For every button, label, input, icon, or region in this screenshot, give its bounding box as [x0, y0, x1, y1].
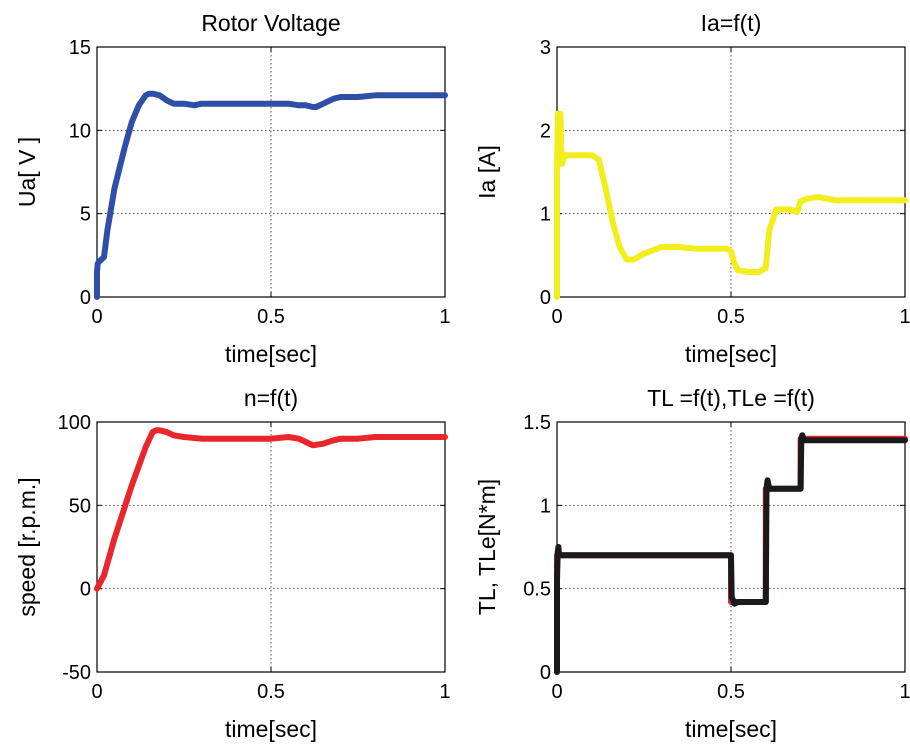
x-axis-label: time[sec] — [685, 341, 777, 367]
subplot-armature-current: 0 0.5 1 0 1 2 3 Ia=f(t) time[sec] Ia [A] — [474, 10, 910, 367]
x-tick-label: 0.5 — [257, 306, 285, 328]
y-tick-label: 2 — [540, 120, 551, 142]
chart-title: Ia=f(t) — [701, 10, 762, 36]
x-axis-label: time[sec] — [225, 716, 317, 742]
x-tick-label: 0 — [551, 306, 562, 328]
y-tick-label: 1 — [540, 204, 551, 226]
y-tick-label: 0 — [80, 287, 91, 309]
y-tick-label: 5 — [80, 204, 91, 226]
y-tick-label: 0.5 — [523, 579, 551, 601]
y-tick-label: 10 — [69, 120, 91, 142]
chart-title: Rotor Voltage — [201, 10, 340, 36]
y-axis-label: TL, TLe[N*m] — [474, 479, 500, 615]
series-line-1 — [94, 427, 448, 592]
grid — [96, 421, 446, 673]
x-tick-label: 1 — [439, 306, 450, 328]
y-tick-label: 0 — [80, 579, 91, 601]
y-tick-label: 1 — [540, 495, 551, 517]
tick-labels: 0 0.5 1 0 0.5 1 1.5 — [523, 412, 910, 703]
x-tick-label: 1 — [899, 681, 910, 703]
y-tick-label: 0 — [540, 287, 551, 309]
y-tick-label: -50 — [62, 662, 91, 684]
x-tick-label: 0.5 — [257, 681, 285, 703]
series-layer — [554, 110, 908, 300]
y-tick-label: 3 — [540, 37, 551, 59]
y-tick-label: 15 — [69, 37, 91, 59]
y-tick-label: 50 — [69, 495, 91, 517]
y-tick-label: 100 — [58, 412, 91, 434]
series-line-2 — [554, 432, 908, 675]
y-axis-label: Ua[ V ] — [14, 137, 40, 207]
series-layer — [94, 90, 448, 300]
x-tick-label: 0.5 — [717, 306, 745, 328]
x-tick-label: 0 — [91, 681, 102, 703]
series-layer — [554, 432, 908, 675]
series-line-1 — [554, 110, 908, 300]
x-tick-label: 0.5 — [717, 681, 745, 703]
y-axis-label: Ia [A] — [474, 145, 500, 199]
x-tick-label: 1 — [439, 681, 450, 703]
series-layer — [94, 427, 448, 592]
chart-title: n=f(t) — [244, 385, 298, 411]
y-tick-label: 0 — [540, 662, 551, 684]
x-axis-label: time[sec] — [225, 341, 317, 367]
x-tick-label: 1 — [899, 306, 910, 328]
x-axis-label: time[sec] — [685, 716, 777, 742]
y-tick-label: 1.5 — [523, 412, 551, 434]
tick-labels: 0 0.5 1 0 1 2 3 — [540, 37, 910, 328]
x-tick-label: 0 — [551, 681, 562, 703]
x-tick-label: 0 — [91, 306, 102, 328]
subplot-load-torque: 0 0.5 1 0 0.5 1 1.5 TL =f(t),TLe =f(t) time[se… — [474, 385, 910, 742]
chart-title: TL =f(t),TLe =f(t) — [647, 385, 815, 411]
y-axis-label: speed [r.p.m.] — [14, 477, 40, 616]
series-line-1 — [94, 90, 448, 300]
